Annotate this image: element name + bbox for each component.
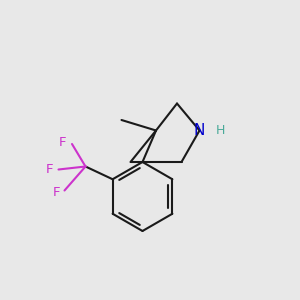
Text: F: F <box>59 136 67 149</box>
Text: F: F <box>46 163 53 176</box>
Text: N: N <box>194 123 205 138</box>
Text: F: F <box>52 185 60 199</box>
Text: H: H <box>216 124 225 137</box>
